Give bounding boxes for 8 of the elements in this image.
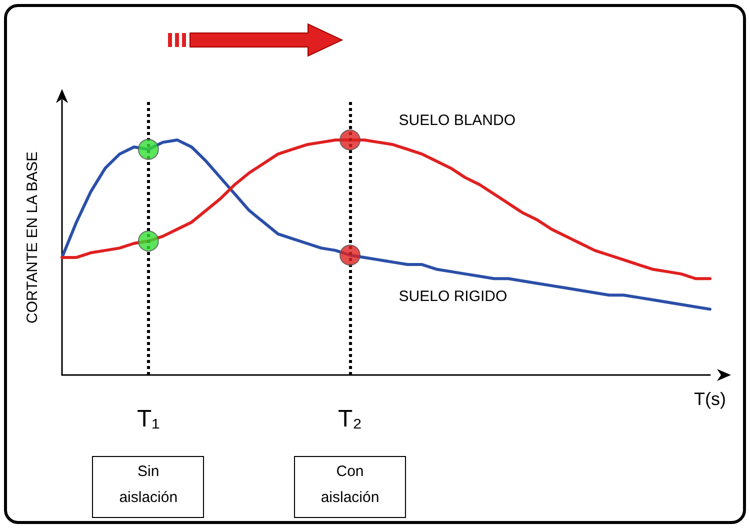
text: Sin aislación [92, 456, 204, 518]
y-axis-title: CORTANTE EN LA BASE [24, 152, 41, 324]
text: Con aislación [294, 456, 406, 518]
series-label: SUELO BLANDO [398, 112, 516, 130]
x-tick-label: T₁ [137, 406, 160, 432]
x-axis-title: T(s) [694, 389, 726, 410]
series-label: SUELO RIGIDO [398, 288, 508, 305]
x-tick-label: T₂ [338, 406, 362, 432]
